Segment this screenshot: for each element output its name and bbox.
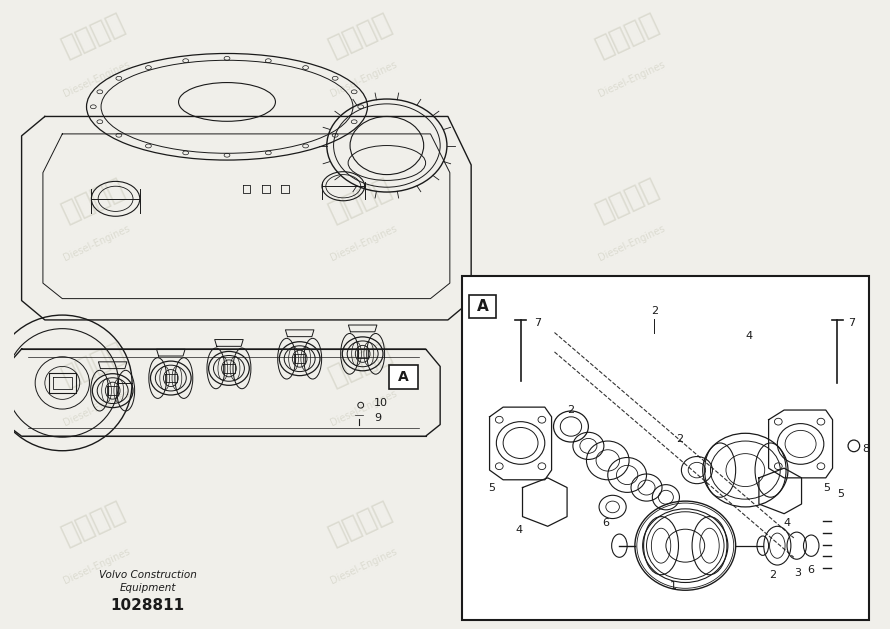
- Text: 紧发动力: 紧发动力: [592, 174, 664, 227]
- Text: Diesel-Engines: Diesel-Engines: [329, 547, 399, 586]
- Text: 紧发动力: 紧发动力: [324, 496, 396, 550]
- Text: 紧发动力: 紧发动力: [57, 9, 129, 62]
- Text: 7: 7: [848, 318, 855, 328]
- Text: 2: 2: [676, 434, 683, 444]
- Text: 6: 6: [603, 518, 610, 528]
- Text: Diesel-Engines: Diesel-Engines: [329, 59, 399, 99]
- Text: 紧发动力: 紧发动力: [592, 338, 664, 391]
- Text: 3: 3: [794, 568, 801, 578]
- Text: A: A: [398, 370, 409, 384]
- Text: Diesel-Engines: Diesel-Engines: [596, 59, 667, 99]
- Text: 紧发动力: 紧发动力: [57, 174, 129, 227]
- Text: 1028811: 1028811: [110, 598, 184, 613]
- Text: Diesel-Engines: Diesel-Engines: [61, 388, 132, 428]
- Text: 紧发动力: 紧发动力: [57, 496, 129, 550]
- Text: Diesel-Engines: Diesel-Engines: [61, 59, 132, 99]
- Text: 5: 5: [488, 482, 495, 493]
- Text: Diesel-Engines: Diesel-Engines: [61, 547, 132, 586]
- Text: 1: 1: [670, 581, 677, 591]
- Text: 2: 2: [568, 405, 575, 415]
- FancyBboxPatch shape: [469, 295, 497, 318]
- Text: 5: 5: [823, 482, 830, 493]
- Text: Diesel-Engines: Diesel-Engines: [596, 388, 667, 428]
- Text: 2: 2: [769, 570, 776, 580]
- Text: 2: 2: [651, 306, 658, 316]
- Text: 4: 4: [515, 525, 522, 535]
- Text: 5: 5: [837, 489, 844, 499]
- Text: 4: 4: [746, 331, 753, 342]
- Text: Diesel-Engines: Diesel-Engines: [329, 388, 399, 428]
- Text: A: A: [477, 299, 489, 314]
- Text: 紧发动力: 紧发动力: [57, 338, 129, 391]
- Text: 紧发动力: 紧发动力: [592, 9, 664, 62]
- Text: 紧发动力: 紧发动力: [592, 496, 664, 550]
- Text: Volvo Construction: Volvo Construction: [99, 570, 197, 579]
- Text: 紧发动力: 紧发动力: [324, 174, 396, 227]
- Text: 8: 8: [862, 444, 869, 454]
- Text: Diesel-Engines: Diesel-Engines: [596, 224, 667, 264]
- Text: 9: 9: [375, 413, 382, 423]
- Text: Equipment: Equipment: [119, 583, 176, 593]
- Text: 6: 6: [808, 565, 814, 575]
- FancyBboxPatch shape: [463, 276, 870, 620]
- Text: Diesel-Engines: Diesel-Engines: [61, 224, 132, 264]
- Text: 紧发动力: 紧发动力: [324, 338, 396, 391]
- Text: Diesel-Engines: Diesel-Engines: [329, 224, 399, 264]
- Text: Diesel-Engines: Diesel-Engines: [596, 547, 667, 586]
- Text: 7: 7: [535, 318, 542, 328]
- Text: 10: 10: [375, 398, 388, 408]
- FancyBboxPatch shape: [389, 365, 418, 389]
- Text: 4: 4: [783, 518, 790, 528]
- Text: 紧发动力: 紧发动力: [324, 9, 396, 62]
